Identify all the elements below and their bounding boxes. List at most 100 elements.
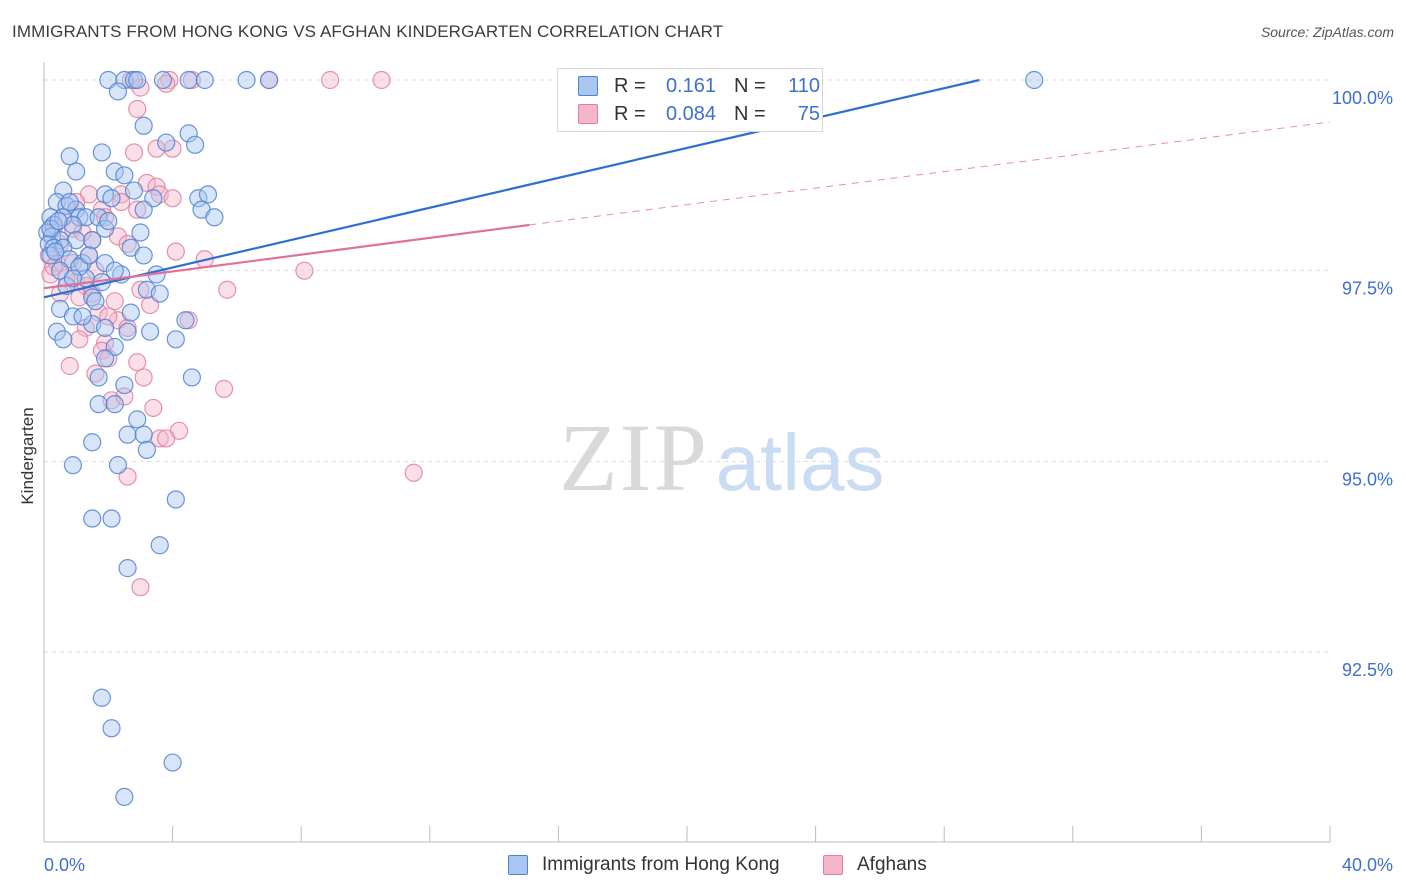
hong-kong-point [115,787,134,807]
hong-kong-point [105,395,124,414]
r-value: 0.161 [665,74,716,97]
afghans-point [118,318,137,337]
hong-kong-point [102,719,121,738]
hong-kong-point [102,189,121,208]
chart-title: IMMIGRANTS FROM HONG KONG VS AFGHAN KIND… [12,22,724,41]
hong-kong-point [150,536,169,555]
afghans-point [131,280,150,299]
hong-kong-point [259,70,279,90]
hong-kong-point [92,143,111,162]
hong-kong-point [179,70,198,90]
hong-kong-point [118,559,137,578]
hong-kong-point [60,192,79,212]
watermark-atlas: atlas [716,418,885,507]
hong-kong-point [54,181,73,200]
tick-labels: 100.0% 97.5% 95.0% 92.5% 0.0% 40.0% [44,88,1393,875]
afghans-point [105,292,124,311]
hong-kong-point [63,456,83,475]
n-label: N = [734,102,766,125]
hong-kong-point [105,261,124,280]
afghans-trend-line [43,223,530,290]
afghans-point [214,379,234,398]
hong-kong-point [102,509,121,528]
afghans-trend-extension [529,121,1331,226]
hong-kong-point [47,322,66,341]
watermark: ZIP atlas [559,404,884,511]
hong-kong-point [49,211,68,231]
y-axis-title: Kindergarten [18,407,37,504]
afghans-point [404,463,423,482]
n-label: N = [734,74,766,97]
hong-kong-point [198,185,218,204]
hong-kong-point [186,135,205,154]
afghans-point [147,139,166,158]
hong-kong-point [108,82,128,101]
hong-kong-point [134,425,153,444]
afghans-point [99,307,118,326]
blue-swatch [508,855,528,875]
hong-kong-point [128,410,147,429]
hong-kong-point [134,200,153,219]
y-tick-label: 97.5% [1342,279,1393,299]
afghans-point [157,429,176,448]
afghans-point [67,192,86,212]
r-label: R = [614,102,646,125]
hong-kong-point [134,116,153,135]
hong-kong-point [166,490,185,509]
hong-kong-point [46,242,65,261]
hong-kong-trend-line [43,78,980,299]
afghans-point [295,261,314,280]
legend-item-afghans[interactable]: Afghans [823,852,927,878]
hong-kong-point [137,440,156,459]
hong-kong-point [118,322,137,341]
hong-kong-point [134,246,153,265]
stats-row-hong-kong: R = 0.161 N = 110 [578,73,820,99]
hong-kong-point [63,269,83,288]
hong-kong-point [166,330,185,349]
afghans-point [166,242,185,261]
hong-kong-point [89,368,108,387]
hong-kong-point [60,147,79,166]
afghans-point [124,143,144,162]
hong-kong-point [195,70,214,90]
hong-kong-point [89,208,108,227]
hong-kong-point [150,284,169,303]
hong-kong-point [70,208,89,227]
hong-kong-point [63,215,83,235]
hong-kong-point [131,223,150,242]
stats-row-afghans: R = 0.084 N = 75 [578,101,820,127]
hong-kong-point [205,208,224,227]
hong-kong-point [237,70,256,90]
trend-lines [43,78,1331,299]
hong-kong-point [63,307,83,326]
hong-kong-point [1025,70,1044,90]
hong-kong-point [92,688,111,707]
afghans-point [131,578,150,597]
hong-kong-point [163,753,182,772]
y-tick-label: 100.0% [1332,88,1393,108]
hong-kong-point [115,166,134,185]
afghans-point [70,330,89,349]
hong-kong-point [95,349,115,368]
hong-kong-point [124,181,144,200]
hong-kong-point [128,70,147,90]
legend-item-hong-kong[interactable]: Immigrants from Hong Kong [508,852,780,878]
axes [43,62,1331,843]
hong-kong-point [115,375,134,395]
watermark-zip: ZIP [559,404,709,511]
gridlines [44,79,1330,653]
afghans-point [134,368,153,387]
afghans-point [372,70,391,90]
afghans-point [321,70,340,90]
hong-kong-point [99,211,118,231]
x-tick-label: 0.0% [44,855,85,875]
afghans-point [128,353,147,372]
afghans-point [73,223,92,242]
pink-swatch [823,855,843,875]
r-value: 0.084 [665,102,716,125]
n-value: 110 [788,74,820,97]
hong-kong-point [67,162,86,181]
afghans-point [218,280,237,299]
hong-kong-point [140,322,160,341]
